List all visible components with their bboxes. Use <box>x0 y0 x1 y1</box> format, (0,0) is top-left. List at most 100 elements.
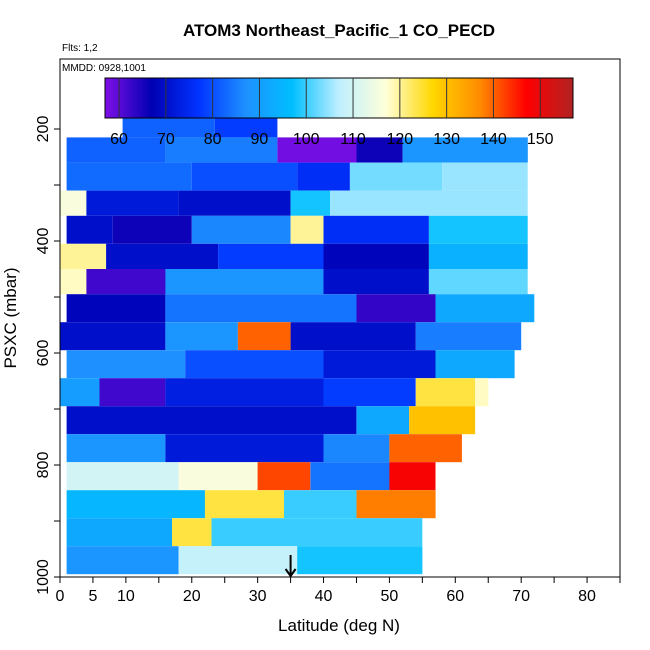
colorbar-tick-130: 130 <box>433 131 460 148</box>
heat-cell-12-1 <box>165 434 324 463</box>
heat-cell-6-0 <box>60 269 87 295</box>
x-tick-label-20: 20 <box>183 588 201 605</box>
plot-frame <box>59 58 621 578</box>
y-tick-label-200: 200 <box>35 116 52 143</box>
heat-cell-10-1 <box>99 378 166 407</box>
colorbar-tick-120: 120 <box>386 131 413 148</box>
heat-cell-15-2 <box>211 518 423 547</box>
x-tick-label-0: 0 <box>56 588 65 605</box>
heat-cell-5-4 <box>428 243 528 269</box>
heat-cell-3-3 <box>290 190 331 216</box>
heat-cell-1-3 <box>356 137 403 163</box>
colorbar-tick-80: 80 <box>204 131 222 148</box>
colorbar-tick-140: 140 <box>480 131 507 148</box>
marker-arrow-head <box>284 568 297 578</box>
heat-cell-2-1 <box>191 162 298 191</box>
dates-label: MMDD: 0928,1001 <box>62 63 146 74</box>
colorbar-tick-110: 110 <box>340 131 366 148</box>
heat-cell-6-2 <box>165 269 324 295</box>
heat-cell-14-2 <box>284 490 357 519</box>
heat-cell-10-3 <box>323 378 416 407</box>
heat-cell-8-3 <box>290 322 416 351</box>
heat-cell-3-4 <box>330 190 528 216</box>
heat-cell-1-4 <box>402 137 528 163</box>
colorbar: 60 70 80 90 100 110 120 130 140 150 <box>104 77 574 148</box>
heat-cell-9-0 <box>66 350 186 379</box>
heat-cell-16-1 <box>178 546 298 575</box>
heat-cell-14-0 <box>66 490 205 519</box>
heat-cell-12-2 <box>323 434 390 463</box>
heat-cell-11-3 <box>409 406 476 435</box>
heat-cell-10-5 <box>475 378 489 407</box>
heat-cell-13-4 <box>389 462 436 491</box>
heat-cell-15-1 <box>172 518 212 547</box>
x-tick-label-30: 30 <box>249 588 267 605</box>
heat-cell-7-3 <box>435 294 535 323</box>
colorbar-tick-60: 60 <box>110 131 128 148</box>
heat-cell-1-0 <box>66 137 166 163</box>
heat-cell-16-2 <box>297 546 423 575</box>
heat-cell-10-2 <box>165 378 324 407</box>
heat-cell-2-3 <box>349 162 443 191</box>
heat-cell-4-2 <box>191 215 291 244</box>
heat-cell-11-1 <box>204 406 357 435</box>
x-tick-label-70: 70 <box>512 588 530 605</box>
heat-cell-12-3 <box>389 434 462 463</box>
colorbar-tick-90: 90 <box>251 131 269 148</box>
colorbar-tick-150: 150 <box>527 131 554 148</box>
colorbar-tick-70: 70 <box>157 131 175 148</box>
heat-cell-9-3 <box>435 350 515 379</box>
heat-cell-4-1 <box>112 215 192 244</box>
heat-cell-5-2 <box>218 243 324 269</box>
heat-cell-6-3 <box>323 269 429 295</box>
heat-cell-2-2 <box>297 162 350 191</box>
heat-cell-3-0 <box>60 190 87 216</box>
heat-cell-3-2 <box>178 190 291 216</box>
heat-cell-11-0 <box>66 406 205 435</box>
y-tick-label-600: 600 <box>35 340 52 367</box>
heat-cell-4-5 <box>428 215 528 244</box>
heat-cell-14-1 <box>204 490 284 519</box>
heat-cell-9-2 <box>323 350 436 379</box>
heat-cell-5-3 <box>323 243 429 269</box>
heat-cell-10-4 <box>415 378 476 407</box>
heat-cell-16-0 <box>66 546 179 575</box>
heat-cell-12-0 <box>66 434 166 463</box>
heat-cell-5-1 <box>106 243 219 269</box>
heat-cell-4-0 <box>66 215 113 244</box>
x-axis-label: Latitude (deg N) <box>278 616 400 635</box>
heat-cell-4-4 <box>323 215 429 244</box>
x-tick-label-10: 10 <box>117 588 135 605</box>
heat-cell-8-4 <box>415 322 522 351</box>
heat-cell-13-2 <box>257 462 311 491</box>
heat-cell-5-0 <box>60 243 107 269</box>
y-tick-label-400: 400 <box>35 228 52 255</box>
x-tick-label-5: 5 <box>88 588 97 605</box>
heat-cell-7-1 <box>165 294 357 323</box>
heat-cell-9-1 <box>185 350 324 379</box>
heat-cell-1-1 <box>165 137 278 163</box>
heat-cell-13-0 <box>66 462 179 491</box>
y-tick-label-1000: 1000 <box>35 559 52 595</box>
heatmap-rows <box>60 112 535 575</box>
y-axis-label: PSXC (mbar) <box>1 267 20 368</box>
x-tick-label-80: 80 <box>578 588 596 605</box>
heat-cell-2-0 <box>66 162 192 191</box>
colorbar-tick-100: 100 <box>293 131 320 148</box>
heat-cell-13-3 <box>310 462 390 491</box>
x-tick-label-60: 60 <box>446 588 464 605</box>
y-tick-label-800: 800 <box>35 452 52 479</box>
heat-cell-13-1 <box>178 462 258 491</box>
heat-cell-7-2 <box>356 294 436 323</box>
marker-arrow <box>284 555 297 578</box>
chart-title: ATOM3 Northeast_Pacific_1 CO_PECD <box>183 21 495 40</box>
heat-cell-2-4 <box>442 162 528 191</box>
heat-cell-7-0 <box>66 294 166 323</box>
heat-cell-1-2 <box>277 137 357 163</box>
x-tick-label-50: 50 <box>381 588 399 605</box>
heat-cell-6-4 <box>428 269 528 295</box>
heat-cell-6-1 <box>86 269 166 295</box>
colorbar-gradient <box>104 77 574 119</box>
heat-cell-3-1 <box>86 190 179 216</box>
